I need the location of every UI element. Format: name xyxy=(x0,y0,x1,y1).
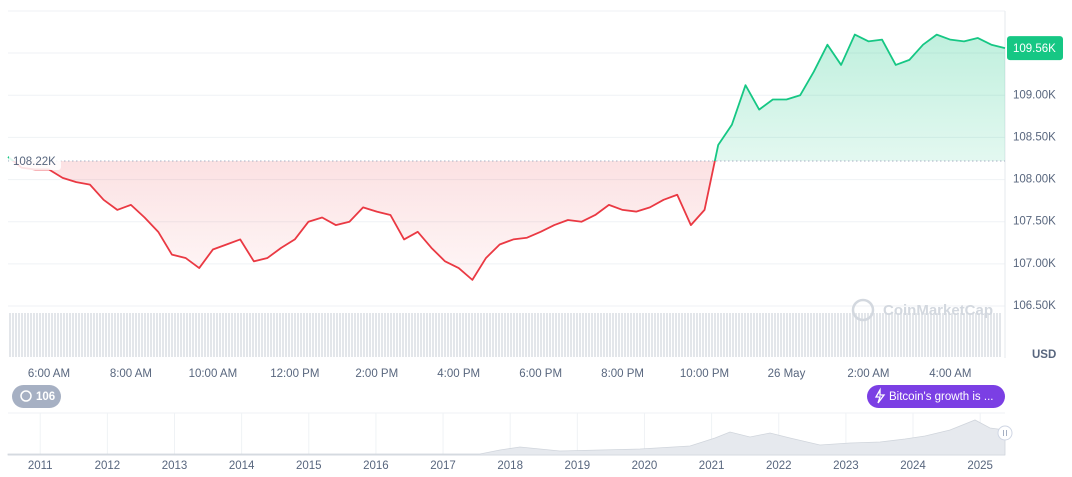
y-tick-label: 108.00K xyxy=(1013,174,1056,186)
watermark-logo xyxy=(851,298,875,322)
plot: 108.22K 109.56K xyxy=(7,33,1063,281)
price-line xyxy=(7,33,1006,281)
y-tick-label: 107.50K xyxy=(1013,216,1056,228)
area-fill xyxy=(8,34,1005,280)
navigator-tick-label: 2018 xyxy=(497,460,523,472)
x-tick-label: 6:00 PM xyxy=(519,368,562,380)
watermark: CoinMarketCap xyxy=(883,302,993,319)
navigator-area xyxy=(7,419,1006,456)
news-text: Bitcoin's growth is ... xyxy=(889,391,993,403)
navigator: 2011 2012 2013 2014 2015 2016 2017 2018 2019 2020… xyxy=(28,413,993,472)
x-tick-label: 8:00 PM xyxy=(601,368,644,380)
clock-icon xyxy=(20,390,32,402)
y-tick-label: 107.00K xyxy=(1013,258,1056,270)
navigator-tick-label: 2014 xyxy=(229,460,255,472)
y-tick-label: 106.50K xyxy=(1013,300,1056,312)
last-price-label: 109.56K xyxy=(1013,43,1056,55)
y-tick-label: 108.50K xyxy=(1013,131,1056,143)
navigator-tick-label: 2016 xyxy=(363,460,389,472)
navigator-tick-label: 2011 xyxy=(28,460,53,472)
navigator-tick-label: 2012 xyxy=(95,460,121,472)
x-tick-label: 10:00 AM xyxy=(189,368,238,380)
baseline-label-bg xyxy=(9,152,61,171)
news-badge[interactable] xyxy=(867,385,1005,408)
history-count: 106 xyxy=(36,391,55,403)
navigator-tick-label: 2019 xyxy=(565,460,591,472)
navigator-tick-label: 2024 xyxy=(900,460,926,472)
bolt-icon xyxy=(874,387,886,404)
navigator-tick-label: 2025 xyxy=(967,460,993,472)
x-tick-label: 26 May xyxy=(768,368,806,380)
y-tick-label: 109.00K xyxy=(1013,89,1056,101)
navigator-tick-label: 2022 xyxy=(766,460,792,472)
navigator-tick-label: 2023 xyxy=(833,460,859,472)
volume-band xyxy=(8,313,1001,357)
navigator-tick-label: 2017 xyxy=(430,460,456,472)
navigator-tick-label: 2015 xyxy=(296,460,322,472)
x-tick-label: 8:00 AM xyxy=(110,368,152,380)
navigator-tick-label: 2021 xyxy=(699,460,725,472)
navigator-tick-label: 2020 xyxy=(632,460,658,472)
x-tick-label: 10:00 PM xyxy=(680,368,729,380)
x-tick-label: 6:00 AM xyxy=(28,368,70,380)
y-axis-label: USD xyxy=(1032,349,1056,361)
navigator-handle[interactable] xyxy=(997,425,1013,441)
x-tick-label: 12:00 PM xyxy=(270,368,319,380)
baseline-label: 108.22K xyxy=(13,156,56,168)
x-tick-label: 4:00 AM xyxy=(929,368,971,380)
navigator-tick-label: 2013 xyxy=(162,460,188,472)
x-tick-label: 2:00 PM xyxy=(355,368,398,380)
x-tick-label: 2:00 AM xyxy=(847,368,889,380)
last-price-box xyxy=(1007,36,1063,61)
x-tick-label: 4:00 PM xyxy=(437,368,480,380)
